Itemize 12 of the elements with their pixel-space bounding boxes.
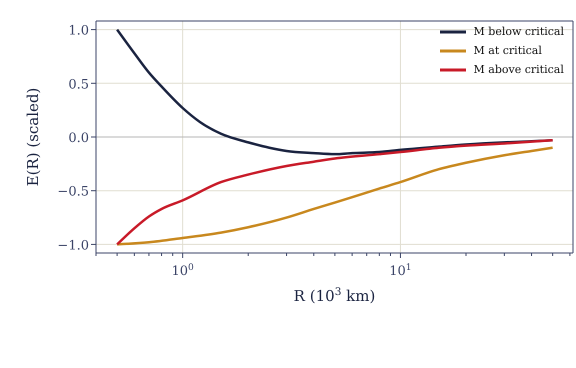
y-tick-label: 0.5 [68, 77, 89, 92]
y-tick-label: −0.5 [57, 184, 89, 200]
legend-label: M at critical [474, 44, 542, 57]
y-axis-title: E(R) (scaled) [24, 88, 42, 186]
y-tick-label: 0.0 [68, 131, 89, 146]
legend-label: M below critical [474, 25, 564, 38]
x-tick-label: 10$^{0}$ [171, 263, 194, 279]
y-tick-label: −1.0 [57, 238, 89, 254]
x-axis-title: R (10$^{3}$ km) [294, 286, 376, 305]
legend-label: M above critical [474, 63, 564, 76]
x-tick-label: 10$^{1}$ [389, 263, 412, 279]
y-tick-label: 1.0 [68, 24, 89, 39]
